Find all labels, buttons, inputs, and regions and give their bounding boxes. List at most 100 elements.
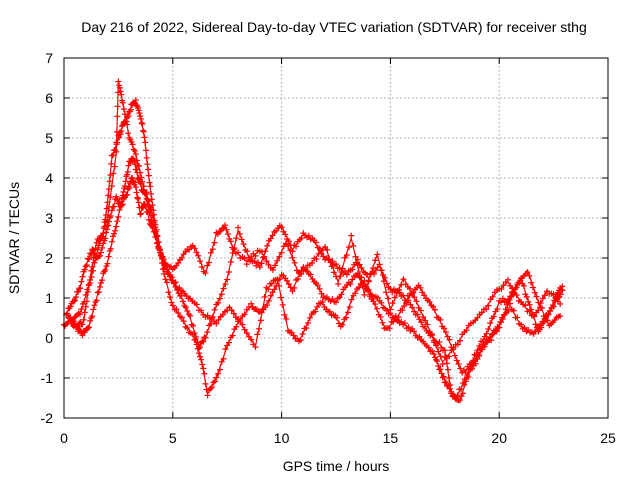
data-point — [440, 373, 447, 380]
data-point — [147, 183, 154, 190]
data-point — [179, 298, 186, 305]
data-point — [256, 264, 263, 271]
data-point — [105, 203, 112, 210]
data-point — [538, 304, 545, 311]
data-point — [277, 294, 284, 301]
data-point — [509, 285, 516, 292]
data-point — [236, 230, 243, 237]
data-point — [87, 280, 94, 287]
data-point — [336, 264, 343, 271]
data-point — [366, 293, 373, 300]
data-point — [204, 262, 211, 269]
data-point — [227, 258, 234, 265]
data-point — [161, 270, 168, 277]
data-point — [350, 242, 357, 249]
data-point — [344, 309, 351, 316]
data-point — [207, 320, 214, 327]
data-point — [494, 305, 501, 312]
data-point — [114, 113, 121, 120]
data-point — [83, 262, 90, 269]
data-point — [379, 319, 386, 326]
data-point — [459, 390, 466, 397]
data-point — [78, 306, 85, 313]
data-point — [166, 294, 173, 301]
data-point — [107, 245, 114, 252]
data-point — [424, 321, 431, 328]
data-point — [253, 262, 260, 269]
data-point — [268, 280, 275, 287]
data-point — [432, 306, 439, 313]
data-point — [265, 297, 272, 304]
data-point — [411, 294, 418, 301]
data-point — [498, 285, 505, 292]
data-point — [108, 207, 115, 214]
data-point — [299, 330, 306, 337]
data-point — [90, 267, 97, 274]
data-point — [333, 299, 339, 306]
data-point — [91, 259, 98, 266]
data-point — [361, 291, 368, 298]
data-point — [157, 249, 164, 256]
data-point — [420, 313, 427, 320]
data-point — [189, 331, 196, 338]
series-track-2 — [63, 155, 566, 402]
data-point — [478, 309, 485, 316]
data-point — [395, 314, 402, 321]
data-point — [148, 190, 155, 197]
data-point — [209, 246, 216, 253]
data-point — [437, 316, 444, 323]
data-point — [258, 260, 265, 267]
data-point — [326, 256, 333, 263]
data-point — [94, 289, 101, 296]
data-point — [373, 305, 380, 312]
data-point — [204, 329, 211, 336]
data-point — [172, 279, 179, 286]
data-point — [137, 210, 144, 217]
data-point — [428, 331, 435, 338]
data-point — [485, 302, 492, 309]
data-point — [441, 325, 448, 332]
data-point — [124, 191, 131, 198]
data-point — [387, 306, 394, 313]
data-point — [446, 353, 453, 360]
data-point — [441, 347, 448, 354]
data-point — [81, 266, 88, 273]
data-point — [101, 223, 108, 230]
data-point — [274, 257, 281, 264]
x-tick-label: 20 — [491, 430, 507, 446]
axis-ticks: 0 5 10 15 20 25 -2 -1 0 1 2 3 4 5 6 7 — [41, 50, 616, 446]
data-point — [136, 162, 143, 169]
data-point — [118, 202, 125, 209]
data-point — [389, 300, 396, 307]
data-point — [108, 160, 115, 167]
data-point — [479, 346, 486, 353]
data-point — [531, 289, 538, 296]
data-point — [137, 113, 144, 120]
data-point — [289, 254, 296, 261]
data-point — [474, 347, 481, 354]
data-point — [108, 183, 115, 190]
data-point — [123, 118, 130, 125]
series-trace — [72, 81, 561, 363]
data-point — [141, 200, 148, 207]
data-point — [226, 339, 233, 346]
data-point — [230, 246, 237, 253]
data-point — [406, 285, 413, 292]
data-point — [112, 227, 119, 234]
data-point — [409, 290, 416, 297]
data-point — [363, 286, 370, 293]
data-point — [227, 238, 234, 245]
data-point — [338, 291, 345, 298]
data-point — [533, 293, 540, 300]
data-point — [72, 294, 79, 301]
data-point — [173, 306, 180, 313]
data-point — [187, 312, 194, 319]
data-point — [349, 266, 356, 273]
data-point — [132, 151, 139, 158]
data-point — [458, 386, 465, 393]
data-point — [374, 294, 381, 301]
data-point — [132, 97, 139, 104]
data-point — [201, 370, 208, 377]
data-point — [372, 257, 379, 264]
data-point — [462, 369, 469, 376]
